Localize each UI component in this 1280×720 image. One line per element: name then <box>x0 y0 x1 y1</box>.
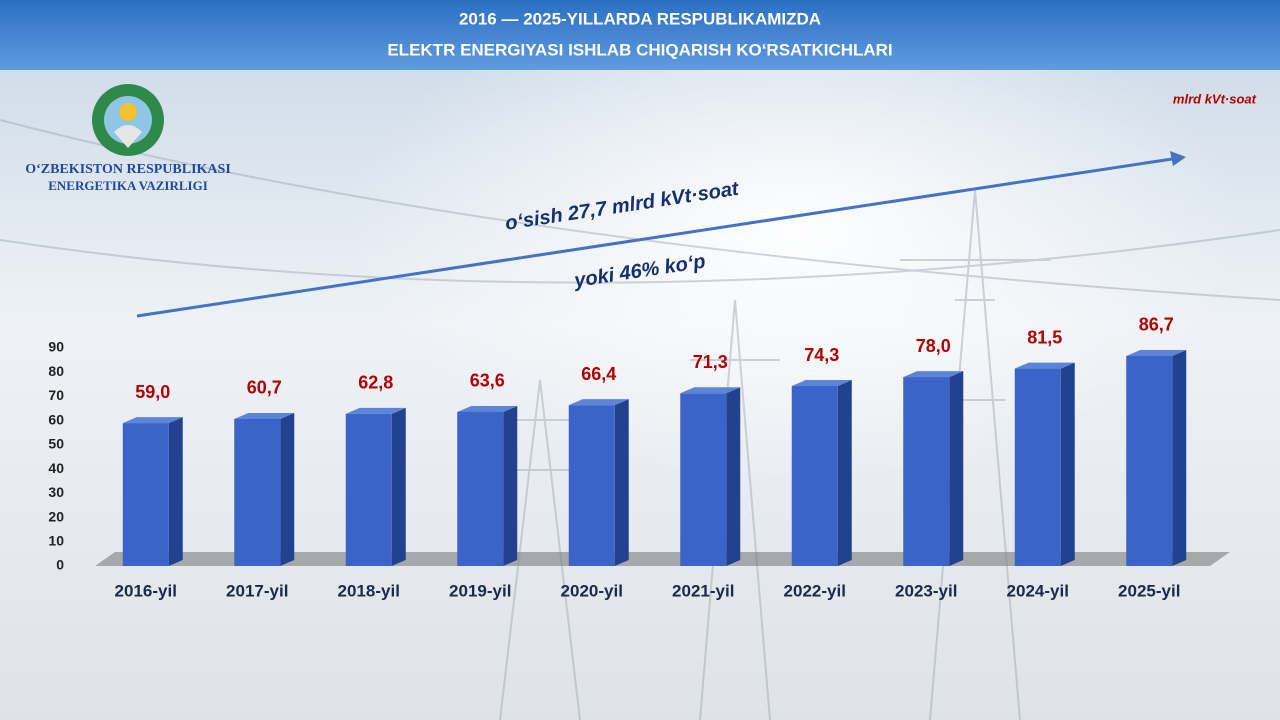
value-label: 60,7 <box>247 378 282 398</box>
bar-top <box>122 417 183 424</box>
y-tick-label: 40 <box>48 460 64 476</box>
x-tick-label: 2022-yil <box>784 581 846 600</box>
x-tick-label: 2021-yil <box>672 581 734 600</box>
value-label: 78,0 <box>916 336 951 356</box>
unit-label: mlrd kVt·soat <box>1173 91 1257 106</box>
y-tick-label: 60 <box>48 411 64 427</box>
bar-side <box>391 407 406 566</box>
value-label: 71,3 <box>693 352 728 372</box>
bar-side <box>280 412 295 566</box>
value-label: 63,6 <box>470 371 505 391</box>
bar-side <box>1172 349 1187 566</box>
bar <box>345 413 392 566</box>
bar-top <box>345 407 406 414</box>
bar-top <box>457 405 518 412</box>
y-tick-label: 90 <box>48 339 64 355</box>
bar <box>568 405 615 566</box>
bar-top <box>234 412 295 419</box>
value-label: 59,0 <box>135 382 170 402</box>
bar <box>680 393 727 566</box>
bar <box>1014 368 1061 566</box>
value-label: 62,8 <box>358 373 393 393</box>
bar-side <box>949 371 964 566</box>
bar <box>234 418 281 566</box>
bar <box>122 423 169 566</box>
value-label: 74,3 <box>804 345 839 365</box>
bar <box>457 411 504 566</box>
bar-side <box>1060 362 1075 566</box>
bar-top <box>903 371 964 378</box>
x-tick-label: 2023-yil <box>895 581 957 600</box>
bar-top <box>1126 349 1187 356</box>
bar-side <box>503 405 518 566</box>
y-tick-label: 80 <box>48 363 64 379</box>
emblem <box>92 84 164 156</box>
y-tick-label: 50 <box>48 436 64 452</box>
bar-top <box>680 387 741 394</box>
bar-side <box>726 387 741 566</box>
bar-top <box>1014 362 1075 369</box>
x-tick-label: 2025-yil <box>1118 581 1180 600</box>
bar-top <box>568 399 629 406</box>
x-tick-label: 2019-yil <box>449 581 511 600</box>
bar-side <box>168 417 183 566</box>
value-label: 66,4 <box>581 364 616 384</box>
x-tick-label: 2018-yil <box>338 581 400 600</box>
logo-text: O‘ZBEKISTON RESPUBLIKASI <box>25 162 231 177</box>
y-tick-label: 20 <box>48 508 64 524</box>
bar-side <box>614 399 629 566</box>
bar-top <box>791 380 852 387</box>
x-tick-label: 2020-yil <box>561 581 623 600</box>
value-label: 86,7 <box>1139 315 1174 335</box>
y-tick-label: 70 <box>48 387 64 403</box>
header-band <box>0 0 1280 70</box>
trend-arrow <box>136 157 1173 318</box>
plot: 0 10 20 30 40 50 60 70 80 90 2016-yil 59,0 2017-yil 6… <box>48 315 1187 600</box>
bar-side <box>837 380 852 566</box>
subtitle: ELEKTR ENERGIYASI ISHLAB CHIQARISH KO‘RS… <box>387 40 892 59</box>
bar <box>791 386 838 566</box>
logo-text: ENERGETIKA VAZIRLIGI <box>48 178 208 193</box>
x-tick-label: 2016-yil <box>115 581 177 600</box>
x-tick-label: 2024-yil <box>1007 581 1069 600</box>
y-tick-label: 10 <box>48 532 64 548</box>
value-label: 81,5 <box>1027 327 1062 347</box>
title: 2016 — 2025-YILLARDA RESPUBLIKAMIZDA <box>459 9 821 28</box>
bar <box>903 377 950 566</box>
bar <box>1126 355 1173 566</box>
y-tick-label: 0 <box>56 557 64 573</box>
x-tick-label: 2017-yil <box>226 581 288 600</box>
arrow-head <box>1170 151 1186 166</box>
y-tick-label: 30 <box>48 484 64 500</box>
